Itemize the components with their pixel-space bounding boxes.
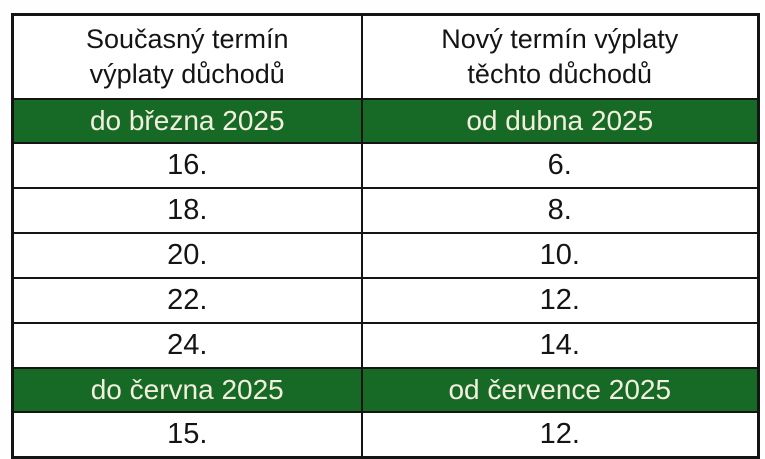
date-cell: 12.	[360, 277, 760, 324]
period-band-row: do června 2025 od července 2025	[11, 367, 760, 413]
period-band-cell: od dubna 2025	[360, 98, 760, 144]
date-cell: 15.	[11, 411, 363, 459]
table-body: do března 2025 od dubna 2025 16. 6. 18. 8. 20.…	[11, 98, 760, 459]
period-band-cell: od července 2025	[360, 367, 760, 413]
date-cell: 6.	[360, 142, 760, 189]
date-cell: 18.	[11, 187, 363, 234]
period-band-cell: do června 2025	[11, 367, 363, 413]
header-row: Současný termín výplaty důchodů Nový ter…	[11, 13, 760, 100]
pension-schedule-table: Současný termín výplaty důchodů Nový ter…	[11, 13, 760, 459]
column-header-current-term: Současný termín výplaty důchodů	[11, 13, 363, 100]
date-cell: 8.	[360, 187, 760, 234]
table-row: 24. 14.	[11, 322, 760, 369]
table-row: 18. 8.	[11, 187, 760, 234]
table-row: 15. 12.	[11, 411, 760, 459]
schedule-table-container: Současný termín výplaty důchodů Nový ter…	[11, 13, 760, 459]
date-cell: 16.	[11, 142, 363, 189]
table-row: 22. 12.	[11, 277, 760, 324]
table-row: 16. 6.	[11, 142, 760, 189]
date-cell: 12.	[360, 411, 760, 459]
period-band-row: do března 2025 od dubna 2025	[11, 98, 760, 144]
date-cell: 24.	[11, 322, 363, 369]
date-cell: 22.	[11, 277, 363, 324]
date-cell: 14.	[360, 322, 760, 369]
date-cell: 20.	[11, 232, 363, 279]
date-cell: 10.	[360, 232, 760, 279]
period-band-cell: do března 2025	[11, 98, 363, 144]
column-header-new-term: Nový termín výplaty těchto důchodů	[360, 13, 760, 100]
table-row: 20. 10.	[11, 232, 760, 279]
